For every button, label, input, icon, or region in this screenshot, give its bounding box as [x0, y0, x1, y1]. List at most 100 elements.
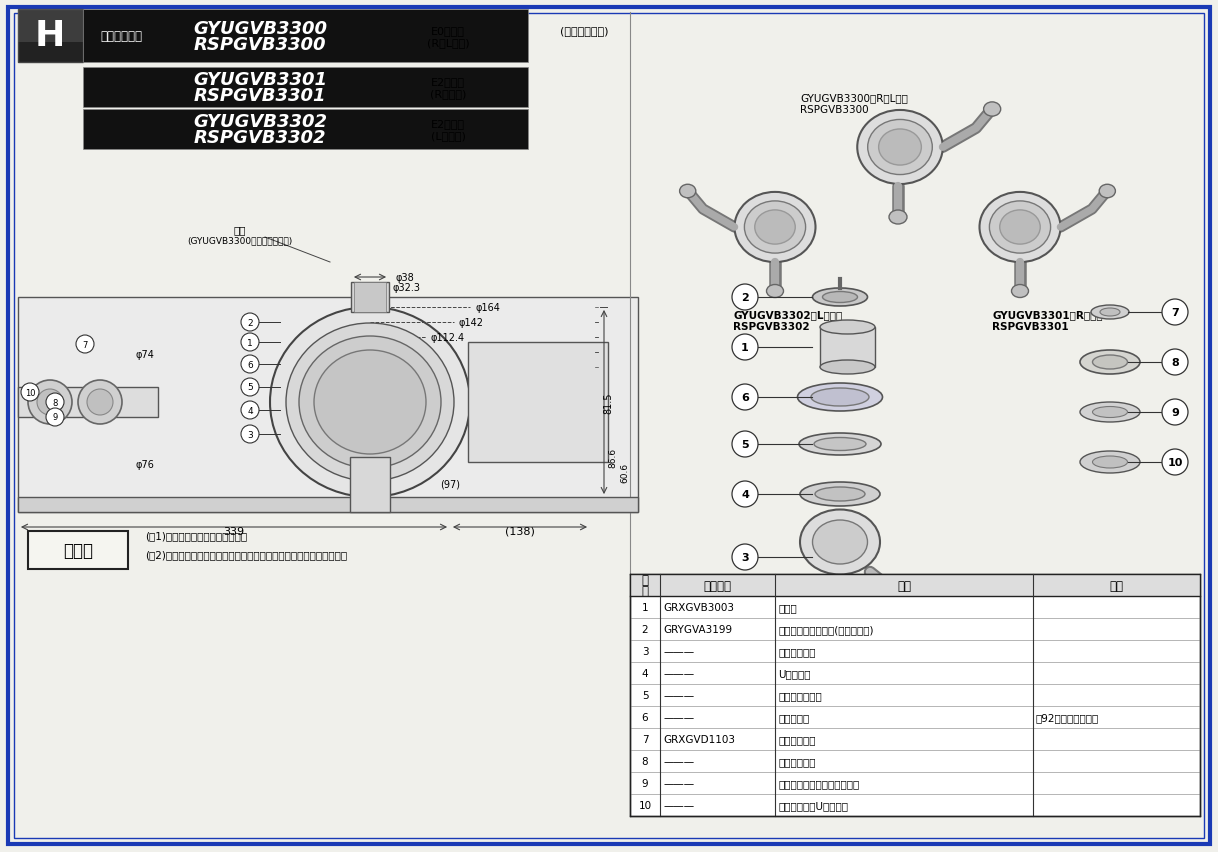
Text: 排水フランジスベリパッキン: 排水フランジスベリパッキン: [778, 778, 859, 788]
Text: (注1)記載品番はアロー品番です。: (注1)記載品番はアロー品番です。: [145, 531, 247, 540]
Text: 5: 5: [642, 690, 648, 700]
Ellipse shape: [1093, 407, 1128, 418]
Text: スベリパッキン: スベリパッキン: [778, 690, 822, 700]
Ellipse shape: [878, 130, 921, 166]
Ellipse shape: [1099, 185, 1116, 199]
Text: 10: 10: [1167, 458, 1183, 468]
Text: E2タイプ
(R勝手用): E2タイプ (R勝手用): [430, 77, 466, 99]
Text: φ164: φ164: [475, 302, 499, 313]
Circle shape: [241, 425, 259, 444]
Text: RSPGVB3300: RSPGVB3300: [194, 36, 326, 54]
Bar: [83, 110, 527, 150]
Text: 図
番: 図 番: [642, 573, 648, 597]
Text: 排水フランジUパッキン: 排水フランジUパッキン: [778, 800, 848, 810]
Text: 2: 2: [741, 292, 749, 302]
Text: ———: ———: [663, 690, 694, 700]
Text: GRYGVA3199: GRYGVA3199: [663, 625, 732, 634]
Ellipse shape: [798, 383, 883, 412]
Ellipse shape: [1080, 402, 1140, 423]
Ellipse shape: [1093, 355, 1128, 370]
Ellipse shape: [755, 210, 795, 245]
Text: GYUGVB3300: GYUGVB3300: [192, 20, 326, 38]
Circle shape: [1162, 300, 1188, 325]
Text: E2タイプ
(L勝手用): E2タイプ (L勝手用): [430, 118, 465, 141]
Text: 排水フランジ: 排水フランジ: [778, 756, 816, 766]
Ellipse shape: [934, 628, 950, 641]
Text: (転がしタイプ): (転がしタイプ): [560, 26, 609, 36]
Ellipse shape: [734, 193, 816, 262]
Text: ———: ———: [663, 646, 694, 656]
Ellipse shape: [1011, 285, 1028, 298]
Bar: [28, 532, 128, 569]
Circle shape: [241, 314, 259, 331]
Ellipse shape: [1091, 306, 1129, 320]
Text: 8: 8: [52, 398, 57, 407]
Text: E0タイプ
(R・L共用): E0タイプ (R・L共用): [426, 26, 469, 49]
Text: 5: 5: [247, 383, 253, 392]
Text: 4: 4: [642, 668, 648, 678]
Text: φ74: φ74: [135, 349, 155, 360]
Text: 8: 8: [642, 756, 648, 766]
Ellipse shape: [820, 360, 875, 375]
Text: 7: 7: [1172, 308, 1179, 318]
Text: φ76: φ76: [135, 459, 155, 469]
Ellipse shape: [286, 324, 454, 481]
Text: 9: 9: [52, 413, 57, 422]
Ellipse shape: [680, 185, 695, 199]
Text: ———: ———: [663, 756, 694, 766]
Text: 86.6: 86.6: [608, 447, 618, 468]
Text: 1: 1: [247, 338, 253, 347]
Text: (138): (138): [505, 527, 535, 537]
Text: Uパッキン: Uパッキン: [778, 668, 810, 678]
Circle shape: [28, 381, 72, 424]
Bar: [630, 574, 1200, 596]
Text: 参考図: 参考図: [63, 541, 93, 560]
Text: GRXGVB3003: GRXGVB3003: [663, 602, 734, 613]
Circle shape: [241, 334, 259, 352]
Ellipse shape: [270, 308, 470, 498]
Circle shape: [78, 381, 122, 424]
Ellipse shape: [1093, 457, 1128, 469]
Ellipse shape: [822, 292, 857, 303]
Bar: [354, 283, 386, 313]
Text: 7: 7: [642, 734, 648, 744]
Ellipse shape: [744, 202, 805, 254]
Text: ASA製: ASA製: [931, 653, 961, 665]
Text: RSPGVB3301: RSPGVB3301: [194, 87, 326, 105]
Ellipse shape: [1080, 350, 1140, 375]
Ellipse shape: [979, 193, 1061, 262]
Text: 9: 9: [642, 778, 648, 788]
Text: 2: 2: [247, 318, 253, 327]
Text: 彄92　樹脂ホワイト: 彄92 樹脂ホワイト: [1037, 712, 1100, 722]
Ellipse shape: [766, 285, 783, 298]
Circle shape: [732, 384, 758, 411]
Circle shape: [241, 355, 259, 373]
Circle shape: [732, 285, 758, 311]
Circle shape: [76, 336, 94, 354]
Text: 8: 8: [1172, 358, 1179, 367]
Bar: [83, 10, 527, 63]
Text: 10: 10: [638, 800, 652, 810]
Ellipse shape: [799, 434, 881, 456]
Ellipse shape: [812, 521, 867, 564]
Bar: [351, 283, 389, 313]
Text: 3: 3: [742, 552, 749, 562]
Text: 浴槽排水目皿: 浴槽排水目皿: [778, 734, 816, 744]
Ellipse shape: [314, 350, 426, 454]
Text: GYUGVB3302：L勝手用
RSPGVB3302: GYUGVB3302：L勝手用 RSPGVB3302: [733, 309, 843, 332]
Text: (97): (97): [440, 480, 460, 489]
Text: GRXGVD1103: GRXGVD1103: [663, 734, 734, 744]
Ellipse shape: [298, 337, 441, 469]
Ellipse shape: [812, 289, 867, 307]
Circle shape: [241, 401, 259, 419]
Ellipse shape: [989, 202, 1051, 254]
Ellipse shape: [815, 487, 865, 502]
Circle shape: [86, 389, 113, 416]
Text: φ38: φ38: [395, 273, 414, 283]
Text: 2: 2: [642, 625, 648, 634]
Text: 備考: 備考: [1110, 579, 1123, 592]
Text: φ32.3: φ32.3: [392, 283, 420, 292]
Text: RSPGVB3302: RSPGVB3302: [194, 129, 326, 147]
Ellipse shape: [889, 210, 907, 225]
Circle shape: [241, 378, 259, 396]
